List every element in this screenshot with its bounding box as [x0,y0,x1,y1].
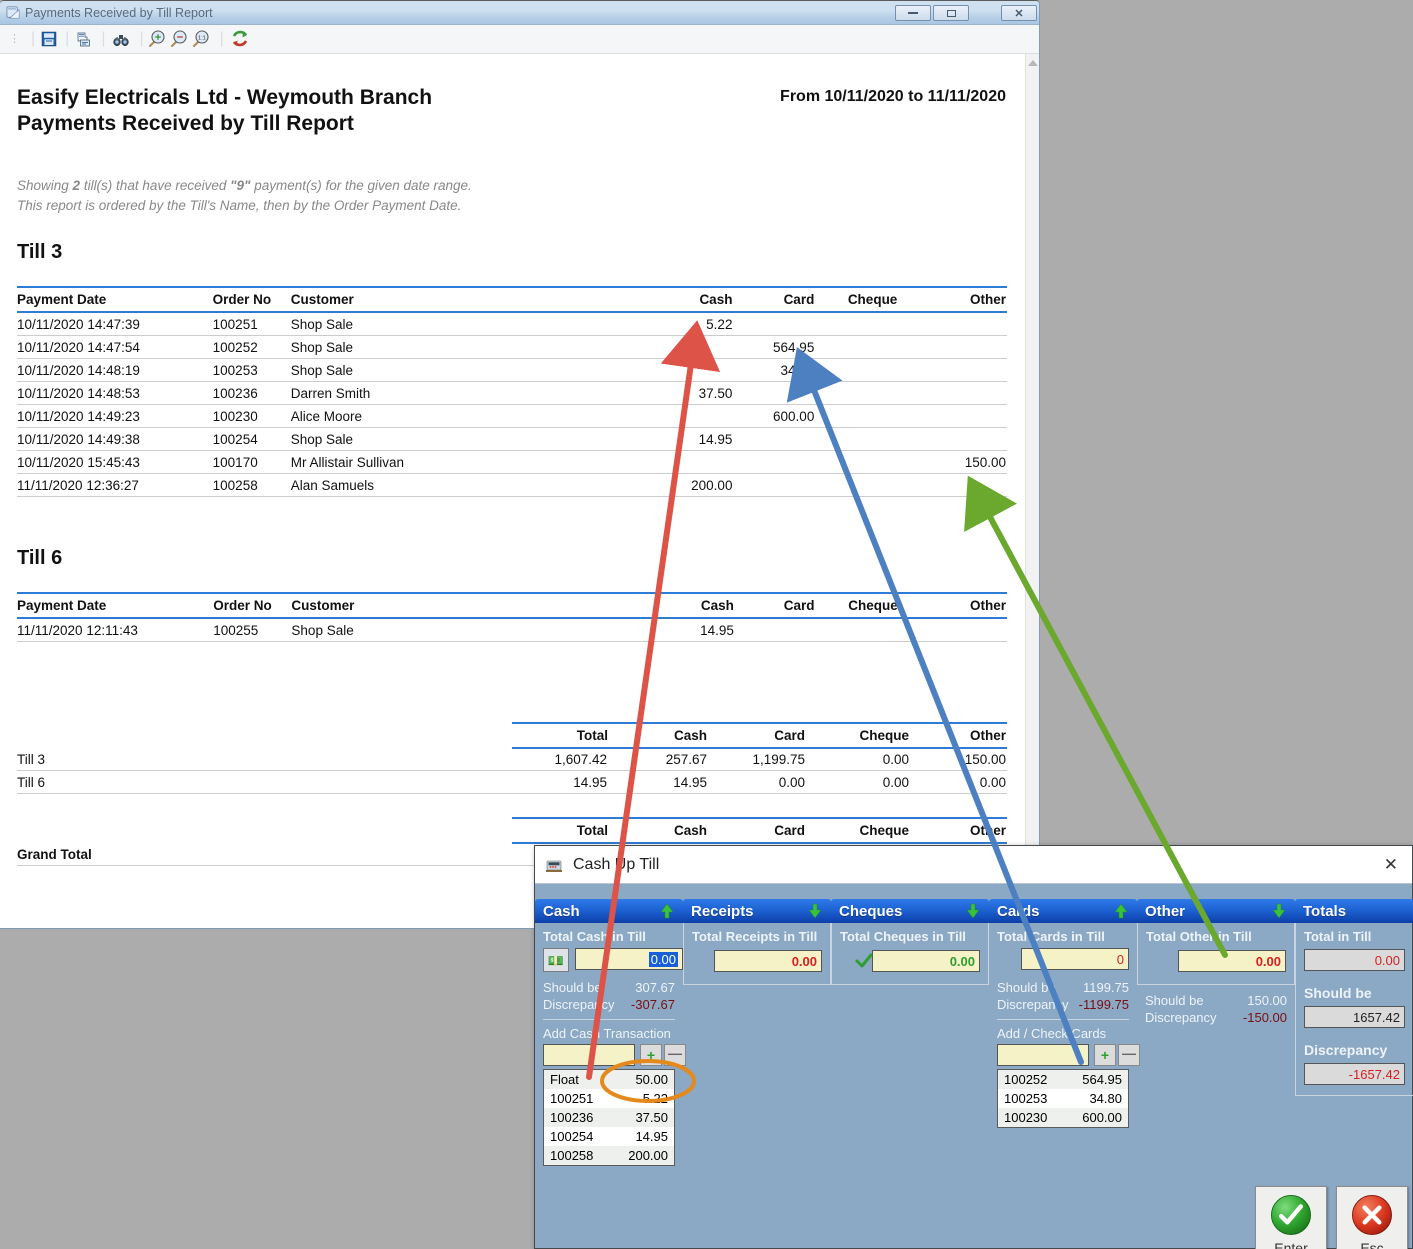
svg-text:1:1: 1:1 [198,36,206,42]
